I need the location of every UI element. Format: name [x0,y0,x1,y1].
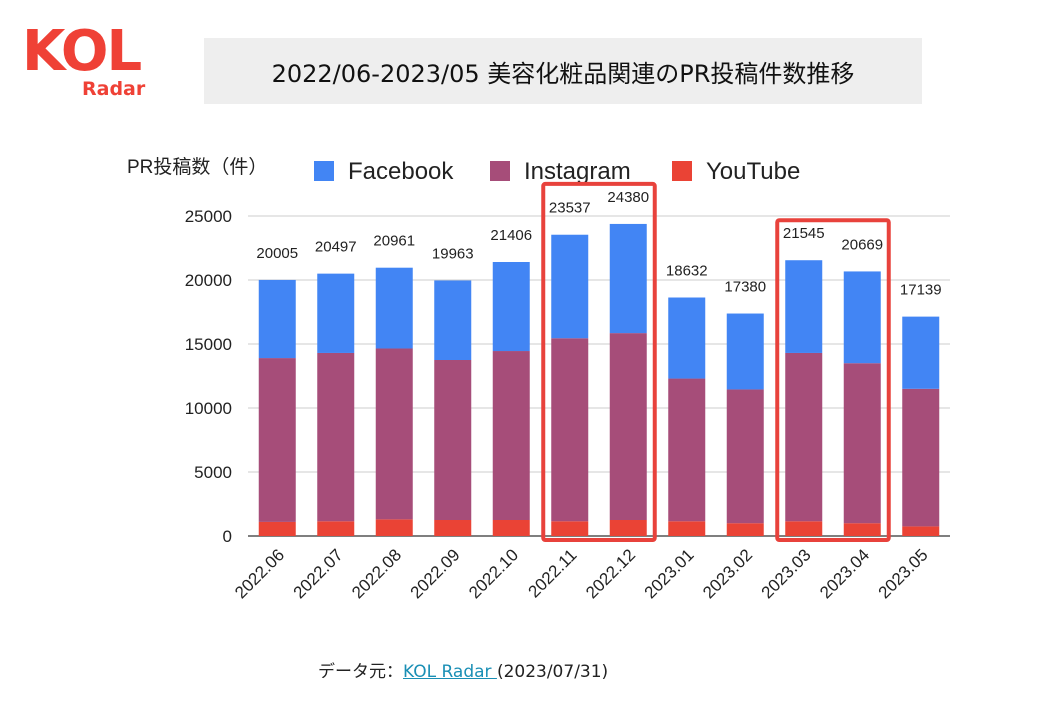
bar-total-label: 17139 [900,282,942,299]
bar-facebook [902,316,940,389]
x-tick-label: 2022.07 [290,545,347,602]
logo-main-text: KOL [22,19,142,84]
legend-label-youtube: YouTube [706,158,800,185]
x-tick-label: 2023.02 [699,545,756,602]
x-tick-label: 2022.09 [407,545,464,602]
highlight-box [541,181,657,542]
bar-facebook [668,297,706,379]
bar-total-label: 20669 [841,236,883,253]
y-tick-label: 25000 [185,207,232,226]
x-tick-label: 2022.10 [465,545,522,602]
bar-youtube [726,523,764,536]
source-date: (2023/07/31) [496,662,609,682]
bar-youtube [317,521,355,536]
legend-swatch-youtube [672,161,692,181]
x-tick-label: 2023.05 [875,545,932,602]
bar-instagram [258,358,296,522]
bar-total-label: 23537 [549,200,591,217]
bar-total-label: 21545 [783,225,825,242]
x-tick-label: 2022.12 [582,545,639,602]
bar-total-label: 21406 [490,227,532,244]
bar-instagram [317,352,355,522]
bar-total-label: 24380 [607,189,649,206]
bar-instagram [726,389,764,524]
x-tick-label: 2022.06 [231,545,288,602]
bar-youtube [492,520,530,536]
bar-facebook [785,260,823,353]
bar-instagram [843,363,881,524]
bar-youtube [258,521,296,536]
stacked-bar-chart: 0 5000 10000 15000 20000 25000 PR投稿数（件） Faceboo… [127,156,950,602]
bar-youtube [609,520,647,536]
bar-facebook [609,223,647,334]
bar-facebook [492,262,530,352]
x-tick-label: 2023.01 [641,545,698,602]
bar-youtube [843,523,881,536]
bar-instagram [902,388,940,527]
bar-instagram [609,333,647,520]
bar-facebook [258,279,296,359]
chart-title: 2022/06-2023/05 美容化粧品関連のPR投稿件数推移 [271,59,855,88]
x-tick-label: 2022.08 [348,545,405,602]
legend-label-facebook: Facebook [348,158,454,185]
bar-youtube [902,526,940,536]
bar-facebook [375,267,413,349]
bar-instagram [668,378,706,522]
legend-label-instagram: Instagram [524,158,631,185]
y-tick-label: 20000 [185,271,232,290]
bar-total-label: 20005 [256,245,298,262]
y-tick-label: 5000 [194,463,232,482]
bar-instagram [785,352,823,522]
legend-swatch-facebook [314,161,334,181]
bar-youtube [434,520,472,536]
kol-radar-logo: KOL Radar [22,22,157,108]
bar-total-label: 17380 [724,279,766,296]
bar-youtube [551,521,589,536]
bar-total-label: 20961 [373,233,415,250]
bar-facebook [551,234,589,339]
highlight-box [775,218,891,542]
legend-swatch-instagram [490,161,510,181]
source-prefix: データ元： [318,662,403,682]
bar-youtube [785,521,823,536]
bar-facebook [726,313,764,390]
x-tick-label: 2023.04 [816,545,873,602]
bar-instagram [434,360,472,520]
source-link[interactable]: KOL Radar [403,662,497,682]
y-tick-label: 0 [223,527,232,546]
y-tick-label: 15000 [185,335,232,354]
bar-instagram [375,348,413,520]
y-tick-label: 10000 [185,399,232,418]
bar-total-label: 18632 [666,263,708,280]
x-tick-label: 2022.11 [525,545,581,601]
bar-facebook [434,280,472,360]
bar-total-label: 20497 [315,239,357,256]
title-banner: 2022/06-2023/05 美容化粧品関連のPR投稿件数推移 [204,38,922,104]
bar-total-label: 19963 [432,245,474,262]
bar-youtube [668,521,706,536]
bar-instagram [551,338,589,522]
bar-instagram [492,351,530,520]
logo-sub-text: Radar [82,78,146,100]
bar-facebook [317,273,355,353]
bar-youtube [375,519,413,536]
x-tick-label: 2023.03 [758,545,815,602]
y-axis-label: PR投稿数（件） [127,156,267,178]
source-note: データ元：KOL Radar (2023/07/31) [318,657,608,682]
bar-facebook [843,271,881,364]
